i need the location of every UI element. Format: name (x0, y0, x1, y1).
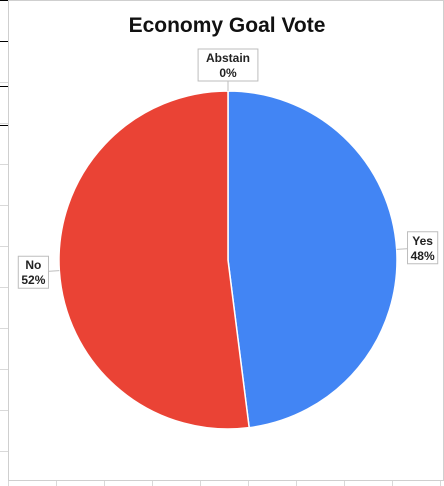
chart-container[interactable]: Economy Goal Vote Yes 48% No 52% Abstain 0% (8, 0, 444, 481)
data-label-box-yes (407, 231, 439, 265)
slice-label-no: No (25, 258, 41, 272)
slice-label-yes: Yes (412, 234, 433, 248)
slice-label-abstain: Abstain (206, 51, 250, 65)
slice-value-abstain: 0% (219, 66, 237, 80)
data-label-box-no (17, 255, 49, 289)
chart-title: Economy Goal Vote (129, 14, 326, 37)
slice-value-yes: 48% (411, 249, 435, 263)
pie-slice-no[interactable] (58, 90, 251, 430)
data-label-box-abstain (197, 48, 259, 82)
pie-slice-yes[interactable] (227, 90, 398, 429)
slice-value-no: 52% (21, 273, 45, 287)
cell-selection-divider (0, 41, 8, 87)
pie-slices (58, 90, 398, 430)
